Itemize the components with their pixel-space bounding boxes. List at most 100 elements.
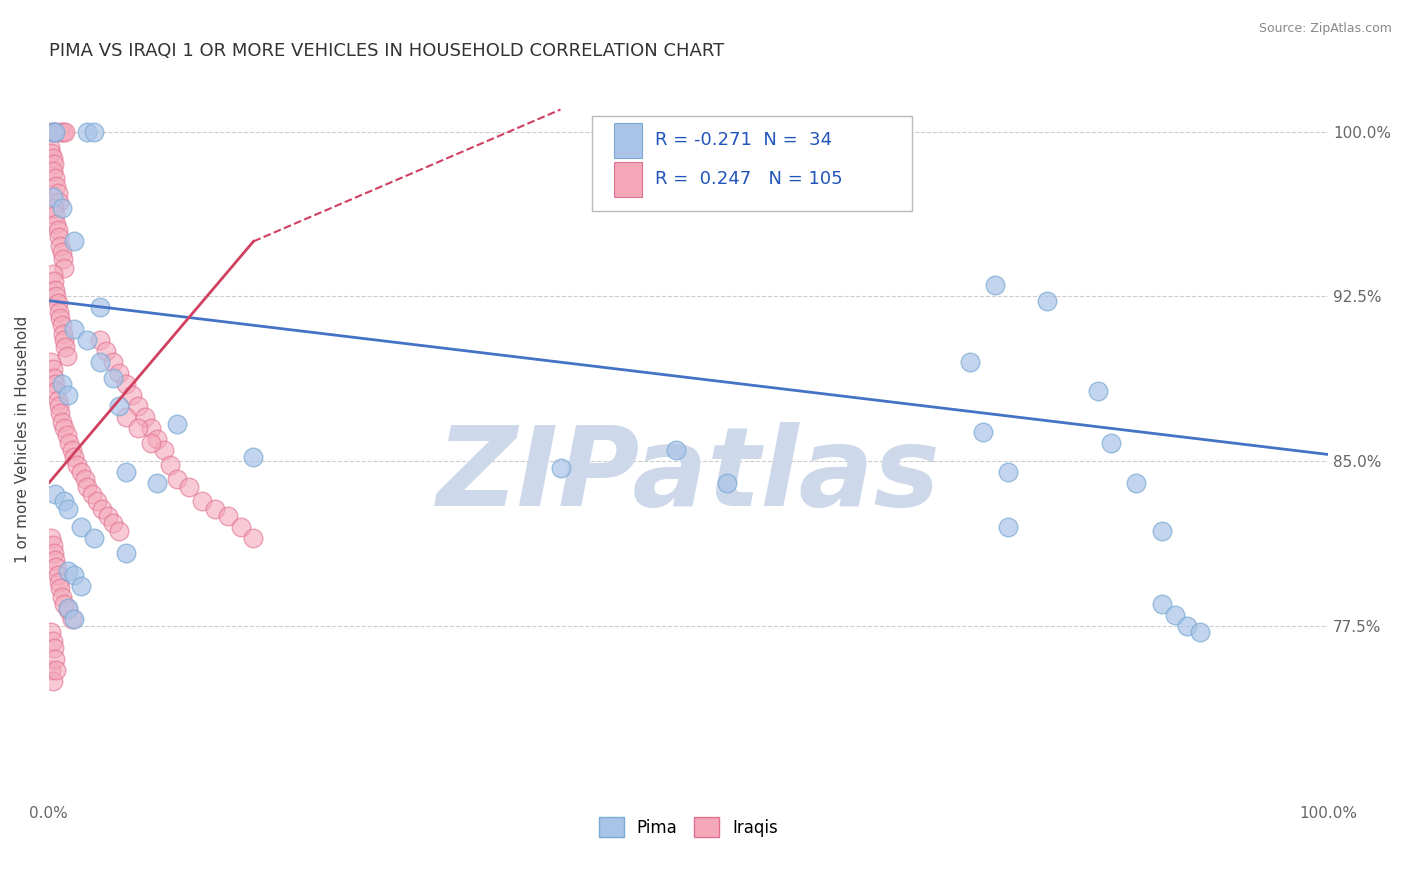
Point (48, 399, 70, 413)
Point (83, 124, 105, 138)
Point (39, 625, 62, 640)
Point (51, 202, 73, 216)
Point (45, 217, 67, 231)
Point (44, 377, 66, 392)
Point (39, 124, 62, 138)
Point (63, 322, 86, 336)
Point (63, 235, 86, 249)
Point (52, 252, 75, 266)
Point (984, 278, 1007, 293)
Point (1099, 436, 1122, 450)
Point (1087, 384, 1109, 398)
Y-axis label: 1 or more Vehicles in Household: 1 or more Vehicles in Household (15, 316, 30, 563)
Point (44, 652, 66, 666)
Point (51, 415, 73, 429)
Point (69, 520, 91, 534)
Point (139, 436, 162, 450)
Point (97, 508, 120, 523)
Point (52, 124, 75, 138)
Point (58, 436, 80, 450)
Point (665, 443, 688, 458)
Point (53, 493, 76, 508)
Point (41, 164, 63, 178)
Point (1163, 607, 1185, 622)
Point (39, 146, 62, 161)
Point (44, 124, 66, 138)
Point (191, 493, 214, 508)
Point (959, 355, 981, 369)
Point (63, 568, 86, 582)
Point (49, 311, 72, 326)
Point (1035, 293, 1057, 308)
Point (153, 443, 176, 458)
Point (179, 480, 201, 494)
Point (108, 366, 131, 380)
Point (1177, 619, 1199, 633)
Point (44, 124, 66, 138)
Point (63, 450, 86, 464)
Point (139, 421, 162, 435)
Point (44, 170, 66, 185)
Point (53, 260, 76, 275)
Point (45, 559, 67, 574)
Point (41, 673, 63, 688)
Point (39, 355, 62, 369)
Point (550, 460, 572, 475)
Point (41, 361, 63, 376)
Point (48, 194, 70, 209)
Point (242, 531, 264, 545)
Point (89, 355, 111, 369)
Point (42, 202, 65, 216)
Point (55, 124, 77, 138)
Point (53, 421, 76, 435)
Point (1189, 625, 1212, 640)
Point (56, 502, 79, 516)
Point (46, 186, 69, 200)
Point (45, 384, 67, 398)
Point (89, 300, 111, 314)
Point (101, 355, 124, 369)
Point (1150, 524, 1173, 539)
Point (44, 487, 66, 501)
Point (48, 574, 70, 589)
Point (42, 124, 65, 138)
Text: Source: ZipAtlas.com: Source: ZipAtlas.com (1258, 22, 1392, 36)
FancyBboxPatch shape (592, 117, 912, 211)
Point (51, 591, 73, 605)
Point (42, 274, 65, 288)
Point (134, 410, 156, 425)
Point (127, 399, 149, 413)
Text: R =  0.247   N = 105: R = 0.247 N = 105 (655, 170, 842, 188)
Point (44, 553, 66, 567)
Point (101, 370, 124, 384)
Point (229, 520, 252, 534)
Point (55, 340, 77, 354)
Point (60, 443, 83, 458)
Point (41, 190, 63, 204)
Legend: Pima, Iraqis: Pima, Iraqis (592, 810, 785, 844)
Point (108, 399, 131, 413)
Point (51, 377, 73, 392)
Point (96, 344, 118, 359)
Point (56, 388, 79, 402)
Point (44, 208, 66, 222)
Point (997, 520, 1019, 534)
Point (56, 601, 79, 615)
Point (63, 612, 86, 626)
Point (53, 333, 76, 347)
Point (45, 179, 67, 194)
Point (42, 157, 65, 171)
Point (73, 472, 96, 486)
FancyBboxPatch shape (614, 123, 643, 158)
Point (41, 634, 63, 648)
Point (49, 239, 72, 253)
Point (41, 124, 63, 138)
Point (114, 546, 136, 560)
Point (42, 370, 65, 384)
Point (76, 333, 98, 347)
Point (76, 124, 98, 138)
Point (108, 524, 131, 539)
Point (127, 421, 149, 435)
Point (60, 612, 83, 626)
Point (51, 245, 73, 260)
